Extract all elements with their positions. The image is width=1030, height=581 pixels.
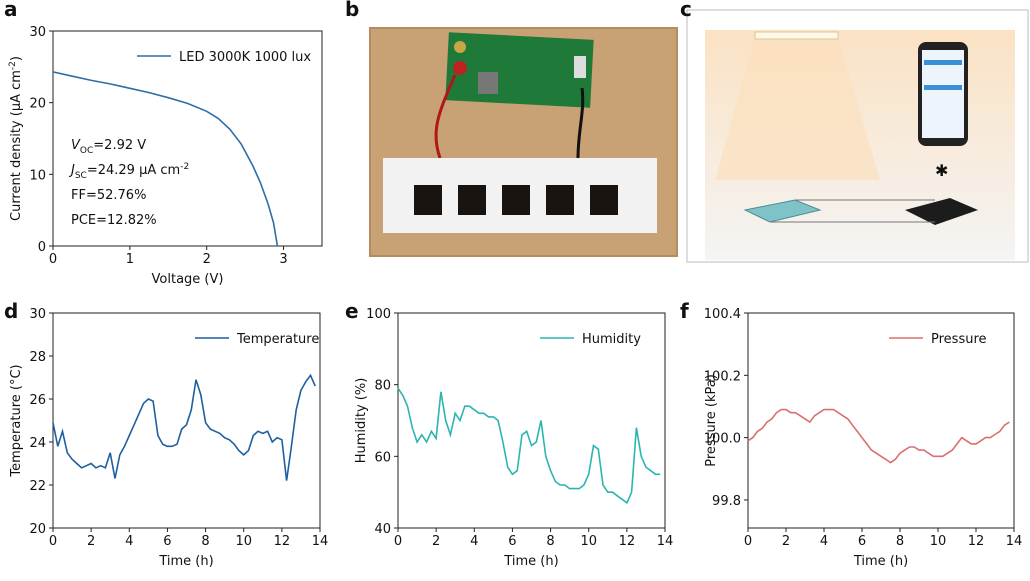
legend-label: Temperature bbox=[236, 332, 319, 347]
legend-label: LED 3000K 1000 lux bbox=[179, 50, 311, 65]
bluetooth-icon: ✱ bbox=[935, 161, 948, 180]
panel-label: d bbox=[4, 299, 18, 323]
y-axis-label: Current density (µA cm-2) bbox=[8, 56, 24, 221]
y-tick-label: 28 bbox=[29, 350, 46, 365]
annotation: PCE=12.82% bbox=[71, 213, 157, 228]
x-axis-label: Time (h) bbox=[503, 554, 558, 569]
y-tick-label: 22 bbox=[29, 479, 46, 494]
annotation-sub: SC bbox=[75, 171, 87, 181]
panel-label: b bbox=[345, 0, 359, 21]
x-tick-label: 14 bbox=[657, 534, 674, 549]
annotation-sup: -2 bbox=[180, 162, 189, 172]
x-tick-label: 0 bbox=[49, 252, 57, 267]
annotation: FF=52.76% bbox=[71, 188, 146, 203]
x-tick-label: 6 bbox=[163, 534, 171, 549]
y-tick-label: 30 bbox=[29, 25, 46, 40]
annotation-text: PCE=12.82% bbox=[71, 213, 157, 228]
panel-label: f bbox=[680, 299, 689, 323]
y-tick-label: 30 bbox=[29, 307, 46, 322]
y-tick-label: 80 bbox=[374, 379, 391, 394]
panel-label: e bbox=[345, 299, 359, 323]
x-tick-label: 2 bbox=[203, 252, 211, 267]
x-tick-label: 10 bbox=[580, 534, 597, 549]
y-axis-label-sup: -2 bbox=[8, 61, 18, 70]
x-tick-label: 2 bbox=[87, 534, 95, 549]
figure: ✱ abcdef01230102030Voltage (V)Current de… bbox=[0, 0, 1030, 577]
x-axis-label: Time (h) bbox=[158, 554, 213, 569]
annotation-text: FF=52.76% bbox=[71, 188, 146, 203]
x-tick-label: 0 bbox=[394, 534, 402, 549]
panel-label: a bbox=[4, 0, 18, 21]
y-tick-label: 20 bbox=[29, 522, 46, 537]
x-tick-label: 6 bbox=[858, 534, 866, 549]
annotation-sub: OC bbox=[80, 146, 93, 156]
annotation-rest: =24.29 µA cm bbox=[87, 163, 180, 178]
annotation-rest: =2.92 V bbox=[93, 138, 146, 153]
annotation: VOC=2.92 V bbox=[71, 138, 146, 156]
y-tick-label: 100 bbox=[366, 307, 391, 322]
x-tick-label: 4 bbox=[820, 534, 828, 549]
x-tick-label: 3 bbox=[279, 252, 287, 267]
x-tick-label: 1 bbox=[126, 252, 134, 267]
y-axis-label-text: Current density (µA cm bbox=[9, 70, 24, 221]
y-tick-label: 100.4 bbox=[704, 307, 741, 322]
data-line bbox=[398, 388, 660, 503]
y-axis-label-text: Pressure (kPa) bbox=[704, 374, 719, 467]
y-tick-label: 40 bbox=[374, 522, 391, 537]
x-tick-label: 0 bbox=[744, 534, 752, 549]
x-tick-label: 12 bbox=[274, 534, 291, 549]
y-tick-label: 0 bbox=[38, 240, 46, 255]
annotation: JSC=24.29 µA cm-2 bbox=[68, 162, 189, 181]
x-tick-label: 12 bbox=[968, 534, 985, 549]
y-axis-label: Temperature (°C) bbox=[9, 364, 24, 477]
x-tick-label: 12 bbox=[619, 534, 636, 549]
x-tick-label: 4 bbox=[470, 534, 478, 549]
x-tick-label: 2 bbox=[432, 534, 440, 549]
y-tick-label: 24 bbox=[29, 436, 46, 451]
y-axis-label-end: ) bbox=[9, 56, 24, 61]
x-tick-label: 8 bbox=[201, 534, 209, 549]
x-tick-label: 10 bbox=[235, 534, 252, 549]
legend-label: Pressure bbox=[931, 332, 987, 347]
x-tick-label: 0 bbox=[49, 534, 57, 549]
y-axis-label-text: Temperature (°C) bbox=[9, 364, 24, 477]
y-tick-label: 10 bbox=[29, 168, 46, 183]
panel-label: c bbox=[680, 0, 692, 21]
x-axis-label: Time (h) bbox=[853, 554, 908, 569]
legend-label: Humidity bbox=[582, 332, 641, 347]
photo bbox=[370, 28, 677, 256]
y-tick-label: 26 bbox=[29, 393, 46, 408]
y-axis-label-text: Humidity (%) bbox=[354, 378, 369, 464]
x-tick-label: 4 bbox=[125, 534, 133, 549]
x-tick-label: 8 bbox=[896, 534, 904, 549]
x-tick-label: 14 bbox=[1006, 534, 1023, 549]
y-tick-label: 60 bbox=[374, 450, 391, 465]
y-axis-label: Pressure (kPa) bbox=[704, 374, 719, 467]
x-axis-label: Voltage (V) bbox=[152, 272, 224, 287]
y-tick-label: 20 bbox=[29, 97, 46, 112]
x-tick-label: 14 bbox=[312, 534, 329, 549]
data-line bbox=[53, 375, 315, 480]
diagram: ✱ bbox=[687, 10, 1028, 262]
x-tick-label: 10 bbox=[930, 534, 947, 549]
x-tick-label: 6 bbox=[508, 534, 516, 549]
data-line bbox=[748, 410, 1009, 463]
y-tick-label: 99.8 bbox=[712, 494, 741, 509]
y-axis-label: Humidity (%) bbox=[354, 378, 369, 464]
x-tick-label: 8 bbox=[546, 534, 554, 549]
x-tick-label: 2 bbox=[782, 534, 790, 549]
